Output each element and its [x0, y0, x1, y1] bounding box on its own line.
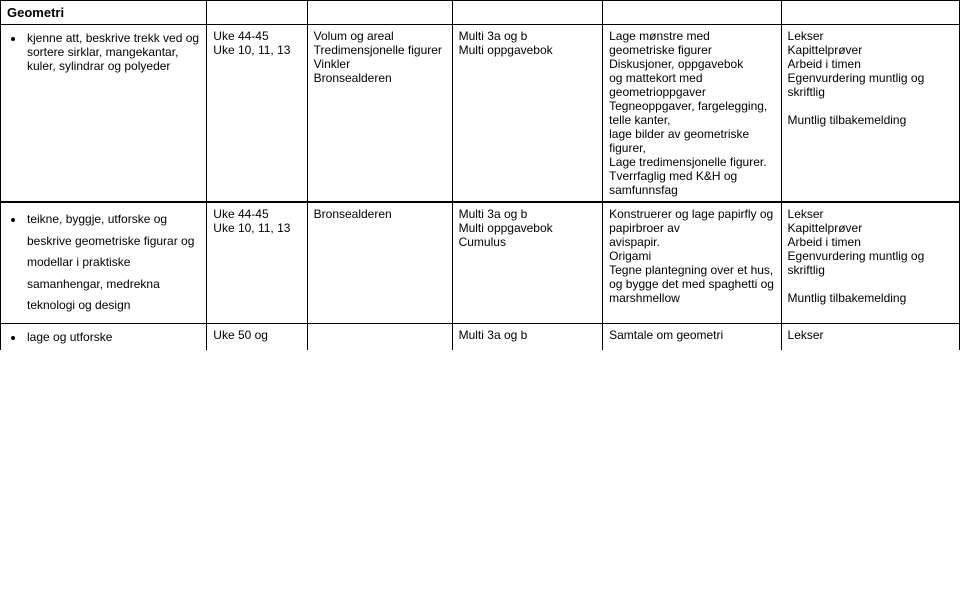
section-title-cell: Geometri [1, 1, 207, 25]
empty-cell [603, 1, 781, 25]
activities-cell: Lage mønstre med geometriske figurer Dis… [603, 25, 781, 202]
goal-cell: teikne, byggje, utforske og beskrive geo… [1, 203, 207, 324]
activities-cell: Samtale om geometri [603, 323, 781, 350]
goal-cell: kjenne att, beskrive trekk ved og sorter… [1, 25, 207, 202]
curriculum-table: Geometri kjenne att, beskrive trekk ved … [0, 0, 960, 350]
topics-cell [307, 323, 452, 350]
section-header-row: Geometri [1, 1, 960, 25]
empty-cell [307, 1, 452, 25]
table-row: kjenne att, beskrive trekk ved og sorter… [1, 25, 960, 202]
goal-cell: lage og utforske [1, 323, 207, 350]
materials-cell: Multi 3a og b Multi oppgavebok Cumulus [452, 203, 603, 324]
empty-cell [207, 1, 307, 25]
goal-text: teikne, byggje, utforske og beskrive geo… [25, 209, 200, 317]
assessment-cell: Lekser [781, 323, 959, 350]
assessment-cell: Lekser Kapittelprøver Arbeid i timen Ege… [781, 25, 959, 202]
assessment-cell: Lekser Kapittelprøver Arbeid i timen Ege… [781, 203, 959, 324]
materials-cell: Multi 3a og b Multi oppgavebok [452, 25, 603, 202]
goal-text: lage og utforske [25, 330, 200, 344]
activities-cell: Konstruerer og lage papirfly og papirbro… [603, 203, 781, 324]
goal-text: kjenne att, beskrive trekk ved og sorter… [25, 31, 200, 73]
weeks-cell: Uke 50 og [207, 323, 307, 350]
empty-cell [781, 1, 959, 25]
weeks-cell: Uke 44-45 Uke 10, 11, 13 [207, 203, 307, 324]
weeks-cell: Uke 44-45 Uke 10, 11, 13 [207, 25, 307, 202]
materials-cell: Multi 3a og b [452, 323, 603, 350]
table-row: lage og utforske Uke 50 og Multi 3a og b… [1, 323, 960, 350]
topics-cell: Volum og areal Tredimensjonelle figurer … [307, 25, 452, 202]
topics-cell: Bronsealderen [307, 203, 452, 324]
empty-cell [452, 1, 603, 25]
table-row: teikne, byggje, utforske og beskrive geo… [1, 203, 960, 324]
